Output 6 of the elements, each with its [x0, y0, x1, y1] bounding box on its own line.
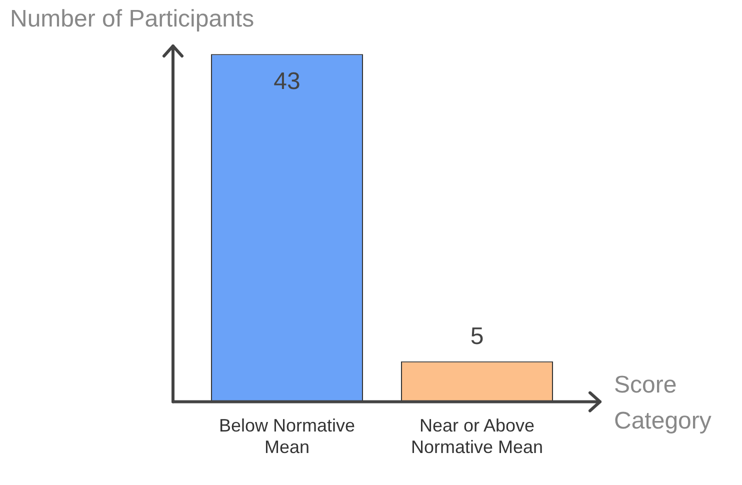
x-tick-label: Near or Above Normative Mean — [410, 416, 544, 458]
data-label: 43 — [274, 68, 300, 95]
y-axis-title: Number of Participants — [10, 6, 254, 33]
x-tick-label: Below Normative Mean — [218, 416, 356, 458]
data-label: 5 — [470, 323, 484, 350]
x-axis-title: Score Category — [614, 371, 712, 434]
